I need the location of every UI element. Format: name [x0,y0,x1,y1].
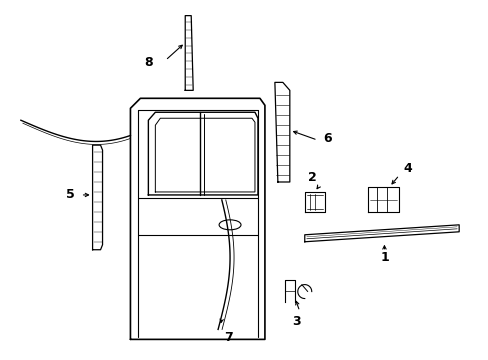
Text: 8: 8 [144,56,152,69]
Text: 4: 4 [402,162,411,175]
Text: 2: 2 [308,171,316,184]
Text: 3: 3 [292,315,301,328]
Text: 5: 5 [66,188,75,202]
Ellipse shape [219,220,241,230]
Text: 6: 6 [323,132,331,145]
Text: 7: 7 [223,331,232,344]
Text: 1: 1 [379,251,388,264]
